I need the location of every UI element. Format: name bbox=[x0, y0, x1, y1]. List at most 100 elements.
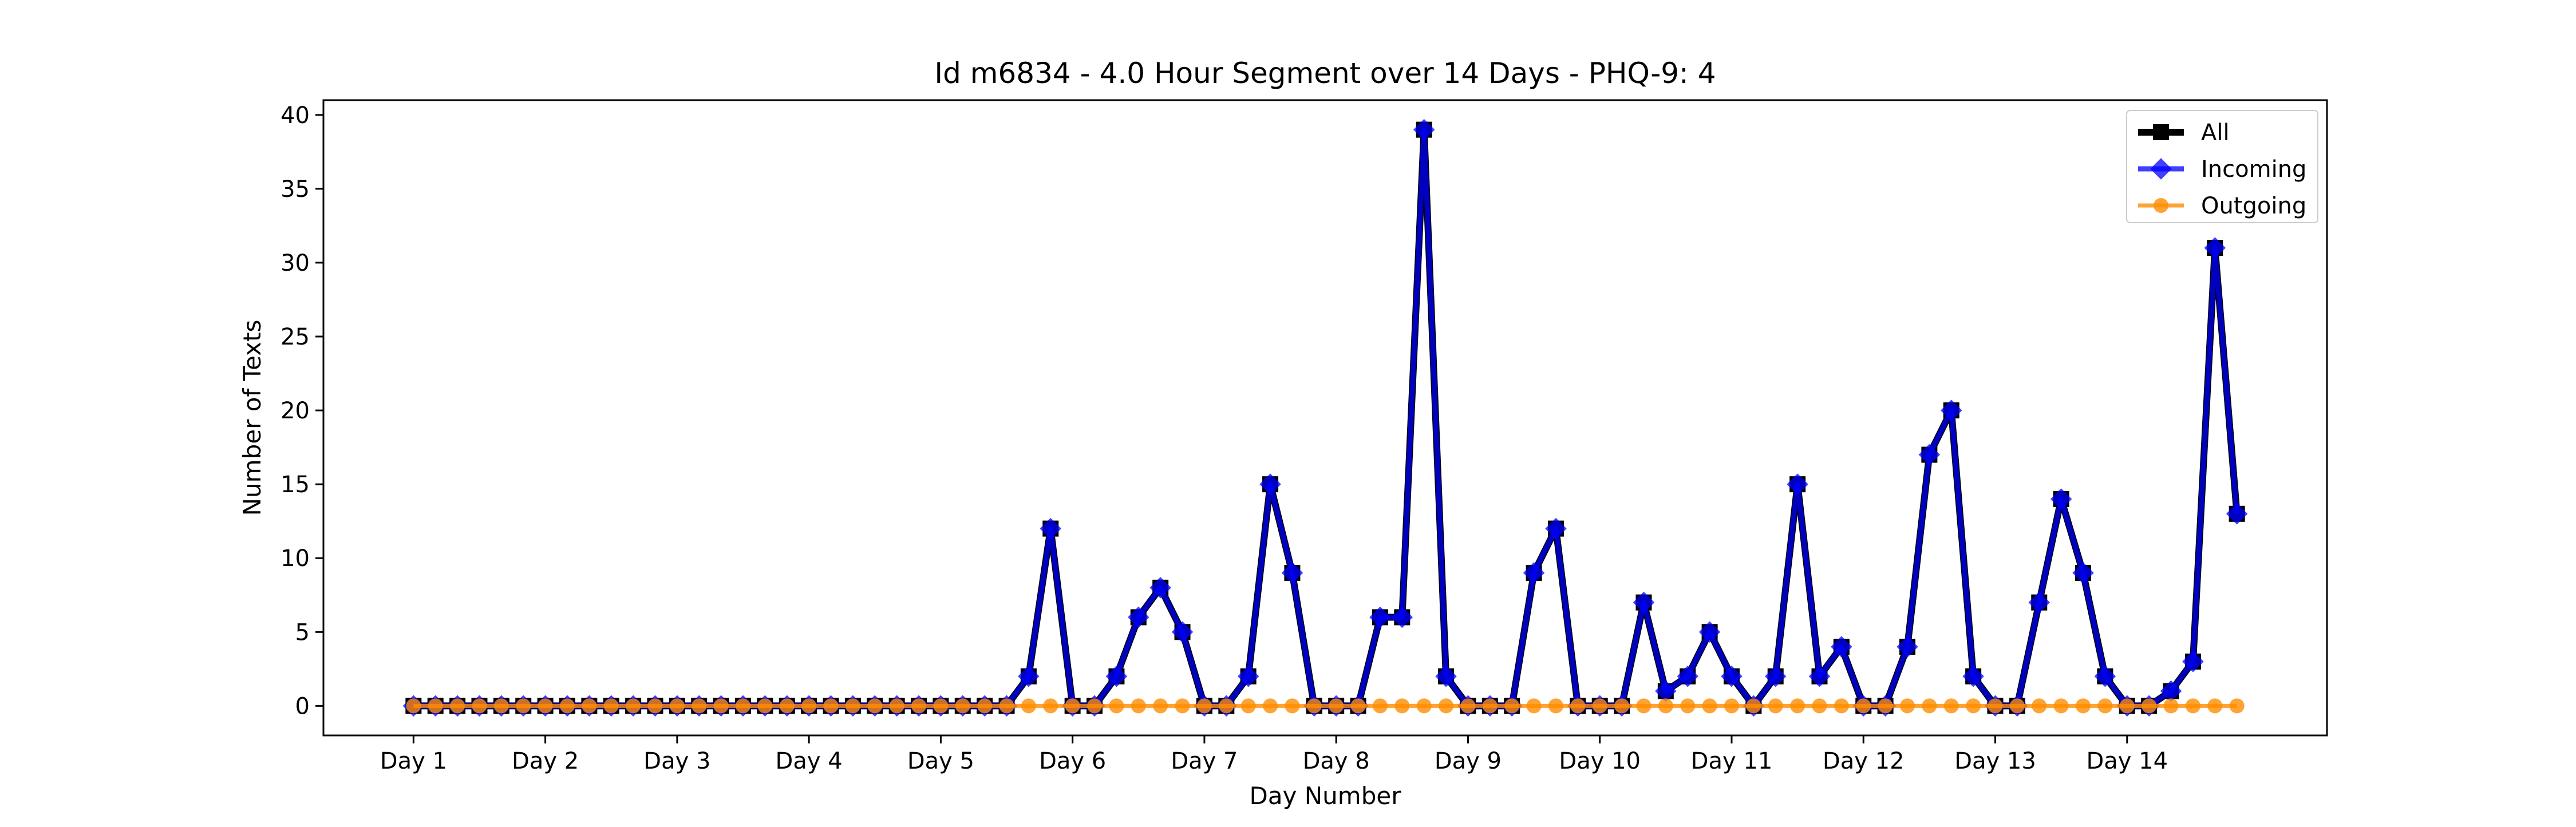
data-point bbox=[1636, 698, 1652, 714]
legend-swatch-marker bbox=[2153, 124, 2169, 140]
data-point bbox=[1545, 517, 1567, 540]
data-point bbox=[2226, 503, 2248, 525]
data-point bbox=[2009, 698, 2025, 714]
legend-label: Outgoing bbox=[2201, 193, 2306, 219]
data-point bbox=[516, 698, 531, 714]
data-point bbox=[406, 698, 421, 714]
data-point bbox=[1131, 698, 1146, 714]
data-point bbox=[1021, 698, 1036, 714]
legend-label: Incoming bbox=[2201, 156, 2306, 183]
data-point bbox=[1897, 636, 1918, 658]
data-point bbox=[1764, 665, 1787, 687]
data-point bbox=[933, 698, 949, 714]
data-point bbox=[1570, 698, 1586, 714]
plot-area-frame bbox=[322, 99, 2328, 737]
data-point bbox=[1128, 606, 1149, 628]
data-point bbox=[1831, 636, 1852, 658]
data-point bbox=[2204, 237, 2226, 259]
data-point bbox=[669, 698, 685, 714]
x-tick-label: Day 1 bbox=[380, 748, 447, 774]
data-point bbox=[1834, 698, 1849, 714]
x-tick-label: Day 13 bbox=[1954, 748, 2036, 774]
x-tick-label: Day 4 bbox=[776, 748, 843, 774]
x-tick-label: Day 5 bbox=[907, 748, 974, 774]
data-point bbox=[2076, 698, 2091, 714]
legend-swatch-marker bbox=[2154, 198, 2168, 213]
data-point bbox=[1698, 621, 1721, 643]
data-point bbox=[1196, 698, 1212, 714]
y-tick-label: 20 bbox=[280, 398, 310, 424]
data-point bbox=[1065, 698, 1080, 714]
data-point bbox=[713, 698, 729, 714]
y-tick-label: 0 bbox=[295, 693, 310, 719]
data-point bbox=[757, 698, 773, 714]
x-tick-label: Day 8 bbox=[1303, 748, 1370, 774]
data-point bbox=[1350, 698, 1366, 714]
data-point bbox=[2160, 680, 2182, 702]
data-point bbox=[2032, 698, 2047, 714]
data-point bbox=[1941, 399, 1962, 421]
data-point bbox=[1329, 698, 1344, 714]
y-tick-label: 35 bbox=[280, 176, 310, 203]
data-point bbox=[1808, 665, 1831, 687]
x-tick-label: Day 14 bbox=[2086, 748, 2168, 774]
legend-item-all: All bbox=[2138, 120, 2230, 146]
y-tick-label: 15 bbox=[280, 472, 310, 498]
series-layer bbox=[402, 118, 2248, 717]
data-point bbox=[1281, 562, 1303, 584]
data-point bbox=[1263, 698, 1278, 714]
data-point bbox=[1109, 698, 1124, 714]
x-tick-label: Day 9 bbox=[1435, 748, 1502, 774]
data-point bbox=[801, 698, 817, 714]
data-point bbox=[2119, 698, 2135, 714]
data-point bbox=[1962, 665, 1984, 687]
data-point bbox=[603, 698, 619, 714]
data-point bbox=[2094, 665, 2116, 687]
data-point bbox=[2229, 698, 2245, 714]
data-point bbox=[1171, 621, 1194, 643]
data-point bbox=[2072, 562, 2094, 584]
data-point bbox=[1240, 698, 1256, 714]
data-point bbox=[1702, 698, 1717, 714]
data-point bbox=[1391, 606, 1413, 628]
x-tick-label: Day 10 bbox=[1559, 748, 1641, 774]
data-point bbox=[559, 698, 575, 714]
data-point bbox=[1087, 698, 1103, 714]
data-point bbox=[1633, 591, 1655, 614]
data-point bbox=[428, 698, 443, 714]
data-point bbox=[1721, 665, 1743, 687]
data-point bbox=[955, 698, 970, 714]
data-point bbox=[1768, 698, 1783, 714]
data-point bbox=[1878, 698, 1893, 714]
data-point bbox=[1526, 698, 1542, 714]
data-point bbox=[2142, 698, 2157, 714]
data-point bbox=[1504, 698, 1520, 714]
legend-box bbox=[2126, 110, 2318, 223]
data-point bbox=[1787, 473, 1808, 495]
data-point bbox=[1394, 698, 1410, 714]
data-point bbox=[999, 698, 1014, 714]
x-tick-label: Day 7 bbox=[1171, 748, 1238, 774]
data-point bbox=[1943, 698, 1959, 714]
data-point bbox=[1614, 698, 1630, 714]
data-point bbox=[1482, 698, 1498, 714]
data-point bbox=[889, 698, 904, 714]
data-point bbox=[779, 698, 795, 714]
data-point bbox=[450, 698, 465, 714]
data-point bbox=[1040, 517, 1062, 540]
legend-item-outgoing: Outgoing bbox=[2138, 193, 2306, 219]
data-point bbox=[1677, 665, 1698, 687]
x-tick-label: Day 12 bbox=[1823, 748, 1905, 774]
data-point bbox=[977, 698, 993, 714]
x-tick-label: Day 3 bbox=[643, 748, 710, 774]
data-point bbox=[1658, 698, 1673, 714]
data-point bbox=[2097, 698, 2113, 714]
data-point bbox=[2182, 651, 2204, 672]
data-point bbox=[1369, 606, 1391, 628]
legend: All Incoming Outgoing bbox=[2126, 110, 2318, 223]
data-point bbox=[736, 698, 751, 714]
data-point bbox=[2163, 698, 2179, 714]
data-point bbox=[1416, 698, 1432, 714]
